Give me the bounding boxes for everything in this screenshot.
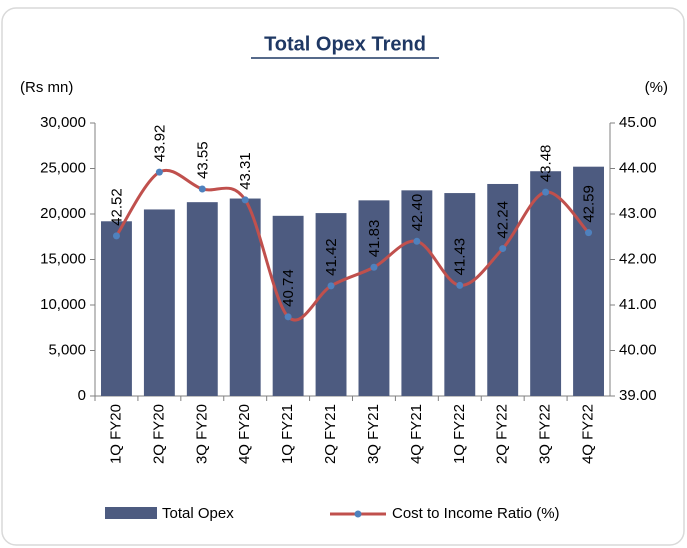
bar xyxy=(229,198,261,396)
x-tick-label: 3Q FY22 xyxy=(537,404,554,464)
x-tick-label: 1Q FY21 xyxy=(279,404,296,464)
bar xyxy=(487,183,519,396)
legend-swatch xyxy=(354,510,362,518)
x-tick-label: 2Q FY22 xyxy=(494,404,511,464)
data-label: 42.40 xyxy=(409,194,426,232)
marker xyxy=(499,245,507,253)
data-label: 42.24 xyxy=(495,201,512,239)
data-label: 42.59 xyxy=(581,185,598,223)
x-tick-label: 4Q FY20 xyxy=(236,404,253,464)
data-label: 42.52 xyxy=(108,188,125,226)
bar xyxy=(143,209,175,396)
x-tick-label: 1Q FY20 xyxy=(107,404,124,464)
data-label: 41.42 xyxy=(323,238,340,276)
legend-label: Total Opex xyxy=(162,505,234,522)
y2-tick-label: 41.00 xyxy=(619,296,657,313)
data-label: 43.55 xyxy=(194,141,211,179)
marker xyxy=(370,263,378,271)
legend-swatch xyxy=(105,507,157,519)
bar xyxy=(573,166,604,396)
y2-tick-label: 40.00 xyxy=(619,341,657,358)
bar xyxy=(272,215,304,396)
marker xyxy=(155,168,163,176)
marker xyxy=(542,188,550,196)
y-tick-label: 10,000 xyxy=(40,296,86,313)
data-label: 43.31 xyxy=(237,152,254,190)
data-label: 43.48 xyxy=(538,145,555,183)
bar xyxy=(401,190,433,396)
bar xyxy=(315,213,347,396)
y-tick-label: 20,000 xyxy=(40,205,86,222)
y-axis-label: (Rs mn) xyxy=(20,79,73,96)
y-tick-label: 30,000 xyxy=(40,114,86,131)
marker xyxy=(456,281,464,289)
x-tick-label: 2Q FY20 xyxy=(150,404,167,464)
data-label: 41.43 xyxy=(452,238,469,276)
x-tick-label: 3Q FY20 xyxy=(193,404,210,464)
y2-tick-label: 42.00 xyxy=(619,250,657,267)
x-tick-label: 4Q FY22 xyxy=(580,404,597,464)
chart-title: Total Opex Trend xyxy=(264,33,426,55)
bar xyxy=(186,202,218,396)
y2-axis-label: (%) xyxy=(645,79,668,96)
bar xyxy=(530,171,562,396)
marker xyxy=(241,196,249,204)
x-tick-label: 4Q FY21 xyxy=(408,404,425,464)
x-tick-label: 3Q FY21 xyxy=(365,404,382,464)
y-tick-label: 15,000 xyxy=(40,250,86,267)
bar xyxy=(101,221,132,396)
x-tick-label: 1Q FY22 xyxy=(451,404,468,464)
y2-tick-label: 39.00 xyxy=(619,387,657,404)
y-tick-label: 0 xyxy=(78,387,86,404)
marker xyxy=(585,229,593,237)
data-label: 40.74 xyxy=(280,269,297,307)
x-tick-label: 2Q FY21 xyxy=(322,404,339,464)
marker xyxy=(112,232,120,240)
marker xyxy=(198,185,206,193)
legend-label: Cost to Income Ratio (%) xyxy=(392,505,560,522)
y-tick-label: 5,000 xyxy=(48,341,86,358)
y2-tick-label: 44.00 xyxy=(619,159,657,176)
marker xyxy=(284,313,292,321)
data-label: 41.83 xyxy=(366,220,383,258)
marker xyxy=(413,237,421,245)
y2-tick-label: 43.00 xyxy=(619,205,657,222)
y-tick-label: 25,000 xyxy=(40,159,86,176)
bar xyxy=(444,193,476,396)
marker xyxy=(327,282,335,290)
y2-tick-label: 45.00 xyxy=(619,114,657,131)
data-label: 43.92 xyxy=(151,125,168,163)
bar xyxy=(358,200,390,396)
